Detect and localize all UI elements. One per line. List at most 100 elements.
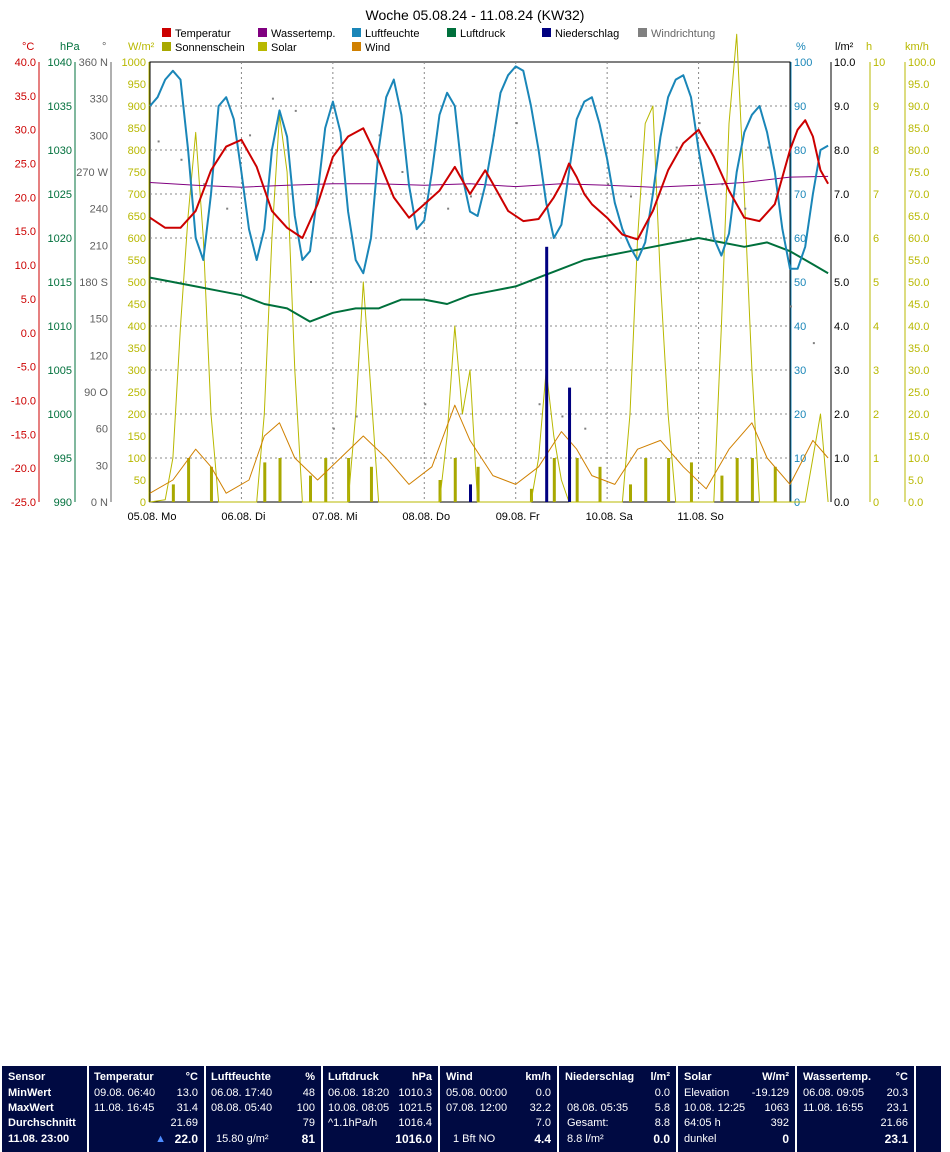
axis-tick-temperature: 25.0: [15, 159, 36, 171]
axis-tick-temperature: 15.0: [15, 226, 36, 238]
axis-tick-solar: 950: [128, 79, 146, 91]
axis-tick-wind: 0.0: [908, 497, 923, 509]
water-min-time: 06.08. 09:05: [803, 1087, 865, 1099]
legend-swatch-solar: [258, 42, 267, 51]
solar-current: 0: [782, 1132, 789, 1146]
x-tick-label: 08.08. Do: [402, 511, 450, 523]
water-max-value: 23.1: [886, 1102, 908, 1114]
block-humidity: Luftfeuchte% 06.08. 17:40 48 08.08. 05:40…: [206, 1066, 321, 1152]
temp-trend-arrow-icon: ▲: [155, 1133, 166, 1145]
x-tick-label: 07.08. Mi: [312, 511, 357, 523]
x-axis-ticks: 05.08. Mo 06.08. Di 07.08. Mi 08.08. Do 09.0…: [128, 511, 724, 523]
sunshine-bar: [750, 458, 754, 502]
axis-tick-rain: 4.0: [834, 321, 849, 333]
legend-swatch-rain: [542, 28, 551, 37]
solar-sunshine-hours: 64:05 h: [684, 1117, 721, 1129]
axis-tick-wind: 70.0: [908, 189, 929, 201]
sunshine-bar: [529, 488, 533, 502]
axis-tick-wind: 40.0: [908, 321, 929, 333]
axis-tick-winddir: 150: [90, 314, 108, 326]
axis-tick-rain: 10.0: [834, 57, 855, 69]
rain-bar: [545, 246, 549, 502]
water-current: 23.1: [884, 1132, 908, 1146]
axis-tick-sunshine: 5: [873, 277, 879, 289]
axis-tick-temperature: 0.0: [21, 328, 36, 340]
winddir-point: [447, 207, 450, 210]
rain-unit: l/m²: [650, 1071, 670, 1083]
legend: Temperatur Wassertemp. Luftfeuchte Luftdruc…: [162, 28, 715, 54]
axis-tick-wind: 50.0: [908, 277, 929, 289]
axis-unit-pressure: hPa: [60, 41, 80, 53]
sunshine-bar: [278, 458, 282, 502]
winddir-point: [226, 207, 229, 210]
axis-tick-wind: 85.0: [908, 123, 929, 135]
axis-tick-pressure: 1000: [48, 409, 72, 421]
legend-swatch-humidity: [352, 28, 361, 37]
axis-tick-wind: 25.0: [908, 387, 929, 399]
legend-swatch-winddir: [638, 28, 647, 37]
x-tick-label: 09.08. Fr: [496, 511, 540, 523]
sunshine-bar: [773, 466, 777, 502]
axis-tick-solar: 50: [134, 475, 146, 487]
chart-title: Woche 05.08.24 - 11.08.24 (KW32): [366, 7, 585, 23]
axis-tick-sunshine: 2: [873, 409, 879, 421]
x-tick-label: 06.08. Di: [221, 511, 265, 523]
axis-tick-humidity: 100: [794, 57, 812, 69]
sunshine-bar: [598, 466, 602, 502]
axis-tick-solar: 550: [128, 255, 146, 267]
axis-tick-sunshine: 10: [873, 57, 885, 69]
water-unit: °C: [895, 1071, 908, 1083]
axis-tick-pressure: 1020: [48, 233, 72, 245]
winddir-point: [249, 134, 252, 137]
sunshine-bar: [309, 475, 312, 502]
wind-max-value: 32.2: [529, 1102, 551, 1114]
axis-tick-temperature: 10.0: [15, 260, 36, 272]
block-temperature: Temperatur °C 09.08. 06:40 13.0 11.08. 16:…: [89, 1066, 204, 1152]
axis-tick-solar: 1000: [122, 57, 146, 69]
winddir-point: [378, 134, 381, 137]
hum-min-value: 48: [302, 1087, 315, 1099]
axis-tick-humidity: 60: [794, 233, 806, 245]
axis-tick-solar: 850: [128, 123, 146, 135]
axis-tick-humidity: 10: [794, 453, 806, 465]
press-current: 1016.0: [395, 1132, 432, 1146]
axis-unit-solar: W/m²: [128, 41, 155, 53]
wind-header: Wind: [446, 1071, 473, 1083]
temp-max-time: 11.08. 16:45: [94, 1102, 155, 1114]
axis-tick-wind: 45.0: [908, 299, 929, 311]
wind-line: [149, 404, 829, 494]
label-maxwert: MaxWert: [8, 1102, 54, 1114]
sunshine-bar: [347, 458, 351, 502]
axis-unit-humidity: %: [796, 41, 806, 53]
axis-tick-sunshine: 6: [873, 233, 879, 245]
temp-avg: 21.69: [170, 1117, 198, 1129]
sunshine-bar: [187, 458, 191, 502]
axis-tick-solar: 150: [128, 431, 146, 443]
legend-label-solar: Solar: [271, 42, 297, 54]
axis-tick-winddir: 360 N: [79, 57, 108, 69]
block-sensor: Sensor MinWert MaxWert Durchschnitt 11.0…: [2, 1066, 87, 1152]
axis-tick-solar: 200: [128, 409, 146, 421]
sunshine-bar: [667, 458, 671, 502]
block-pressure: Luftdruck hPa 06.08. 18:20 1010.3 10.08. 0…: [323, 1066, 438, 1152]
axis-unit-labels: °C hPa ° W/m²% l/m² h km/h: [22, 41, 929, 53]
axis-tick-humidity: 0: [794, 497, 800, 509]
axis-tick-pressure: 1030: [48, 145, 72, 157]
rain-min-value: 0.0: [654, 1087, 670, 1099]
x-tick-label: 10.08. Sa: [586, 511, 634, 523]
axis-tick-solar: 750: [128, 167, 146, 179]
water-avg: 21.66: [880, 1117, 908, 1129]
block-wind: Wind km/h 05.08. 00:00 0.0 07.08. 12:00 32.…: [440, 1066, 557, 1152]
solar-avg: 392: [770, 1117, 789, 1129]
axis-tick-winddir: 300: [90, 130, 108, 142]
axis-tick-rain: 9.0: [834, 101, 849, 113]
sunshine-bar: [735, 458, 739, 502]
hum-min-time: 06.08. 17:40: [211, 1087, 273, 1099]
winddir-point: [424, 403, 427, 406]
humidity-line: [149, 65, 829, 275]
sunshine-bar: [720, 475, 724, 502]
press-avg: 1016.4: [398, 1117, 432, 1129]
solar-elevation-value: -19.129: [751, 1087, 789, 1099]
axis-tick-rain: 5.0: [834, 277, 849, 289]
winddir-point: [355, 415, 358, 418]
